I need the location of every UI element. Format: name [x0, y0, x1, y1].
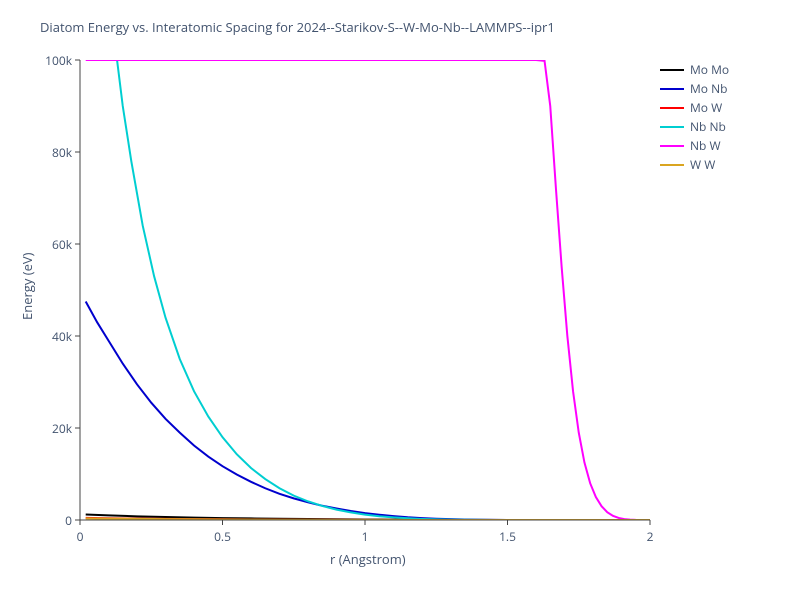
legend-label: Mo W	[690, 99, 722, 116]
y-tick-label: 60k	[52, 236, 72, 253]
legend-label: Nb W	[690, 137, 721, 154]
x-tick-label: 0.5	[208, 528, 238, 545]
y-tick-label: 100k	[45, 52, 72, 69]
x-tick-label: 2	[635, 528, 665, 545]
legend-swatch	[660, 145, 684, 147]
legend-label: Mo Nb	[690, 80, 728, 97]
legend: Mo Mo Mo Nb Mo W Nb Nb Nb W W W	[660, 60, 729, 174]
legend-item[interactable]: Mo Nb	[660, 79, 729, 98]
legend-swatch	[660, 164, 684, 166]
x-tick-label: 1	[350, 528, 380, 545]
legend-item[interactable]: Mo W	[660, 98, 729, 117]
y-tick-label: 20k	[52, 420, 72, 437]
x-tick-label: 0	[65, 528, 95, 545]
legend-item[interactable]: Mo Mo	[660, 60, 729, 79]
legend-item[interactable]: Nb W	[660, 136, 729, 155]
legend-item[interactable]: W W	[660, 155, 729, 174]
y-tick-label: 40k	[52, 328, 72, 345]
legend-swatch	[660, 88, 684, 90]
legend-label: Nb Nb	[690, 118, 726, 135]
legend-label: Mo Mo	[690, 61, 729, 78]
legend-item[interactable]: Nb Nb	[660, 117, 729, 136]
y-tick-label: 0	[65, 512, 72, 529]
x-tick-label: 1.5	[493, 528, 523, 545]
legend-swatch	[660, 107, 684, 109]
legend-label: W W	[690, 156, 715, 173]
y-tick-label: 80k	[52, 144, 72, 161]
legend-swatch	[660, 126, 684, 128]
legend-swatch	[660, 69, 684, 71]
